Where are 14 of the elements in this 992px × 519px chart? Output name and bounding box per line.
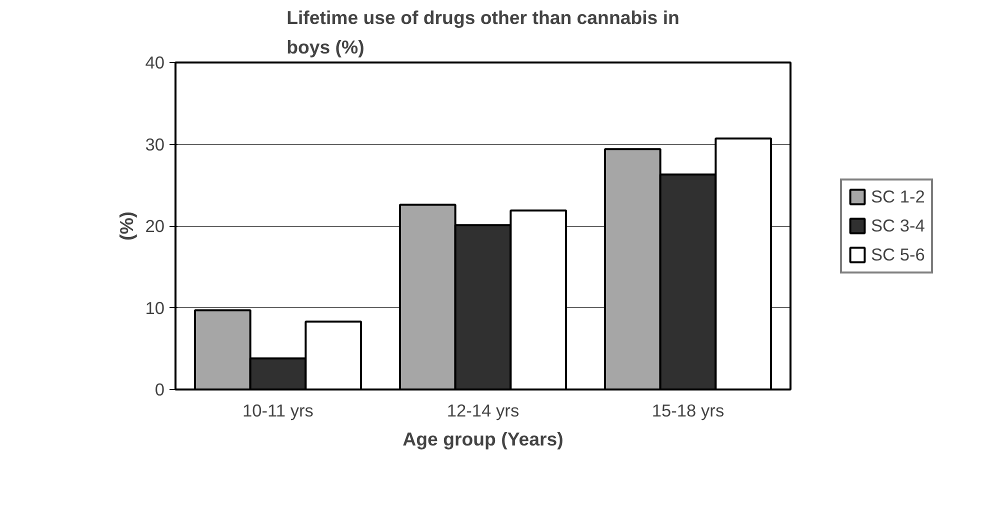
x-tick-label: 15-18 yrs [652,400,724,420]
y-axis-title: (%) [116,211,138,241]
y-tick-label: 30 [145,134,165,154]
legend-label: SC 1-2 [871,186,925,207]
y-tick-label: 40 [145,52,165,72]
y-tick-label: 0 [154,380,165,400]
legend-label: SC 3-4 [871,215,925,236]
chart-title: Lifetime use of drugs other than cannabis in boys (%) [286,7,680,58]
x-tick-label: 12-14 yrs [446,400,520,420]
x-axis-title: Age group (Years) [402,428,564,450]
legend-label: SC 5-6 [871,244,925,265]
y-tick-label: 10 [145,298,165,318]
x-tick-label: 10-11 yrs [242,400,314,420]
y-tick-label: 20 [145,216,165,236]
